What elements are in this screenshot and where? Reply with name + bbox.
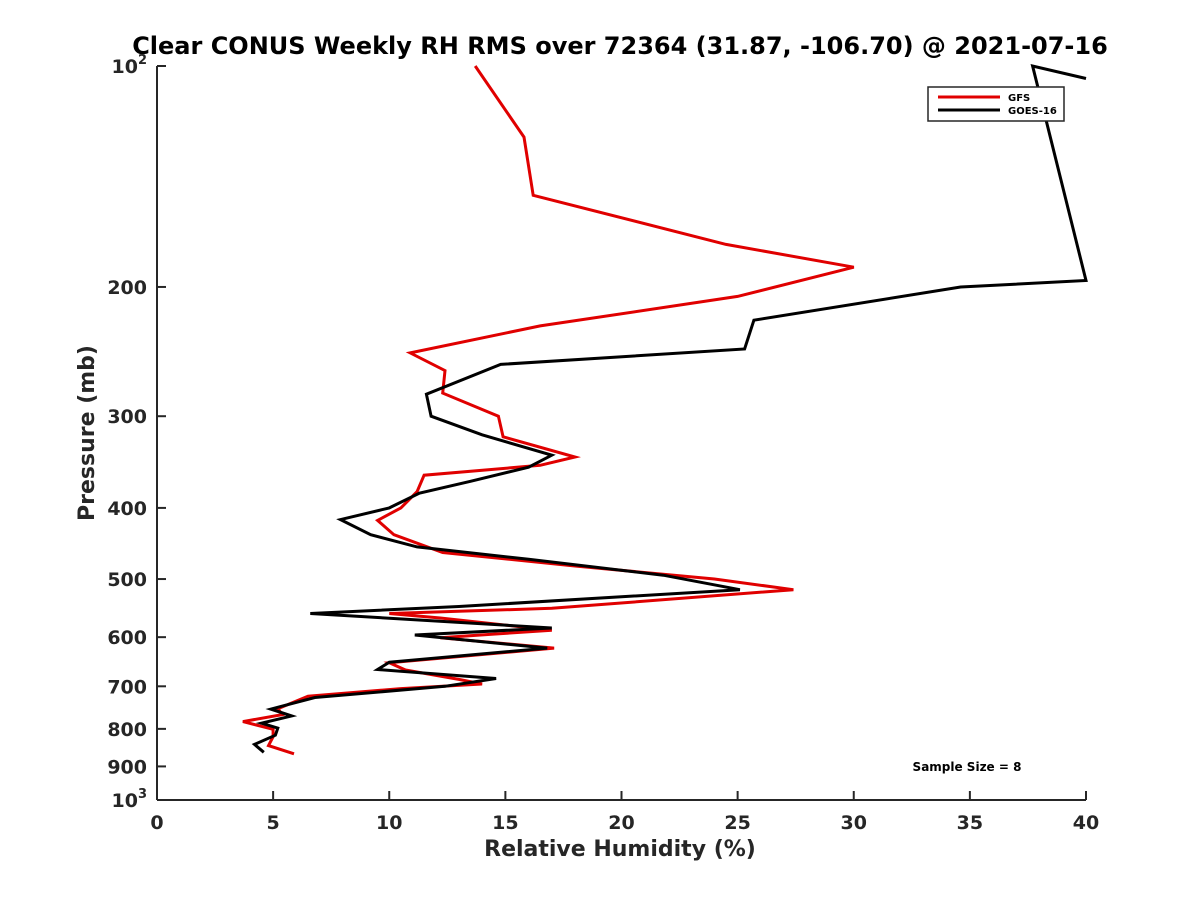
x-tick-label: 25 (724, 812, 750, 834)
y-tick-label: 300 (107, 406, 147, 428)
series-lines (242, 63, 1088, 756)
y-tick-label: 102 (112, 53, 148, 78)
x-tick-label: 20 (608, 812, 634, 834)
series-line-goes-16 (251, 63, 1088, 754)
y-tick-label: 200 (107, 277, 147, 299)
x-tick-label: 15 (492, 812, 518, 834)
y-tick-label: 700 (107, 676, 147, 698)
legend-entry-label: GFS (1008, 93, 1030, 104)
y-tick-label: 800 (107, 719, 147, 741)
y-tick-label: 500 (107, 569, 147, 591)
chart-title: Clear CONUS Weekly RH RMS over 72364 (31… (132, 32, 1108, 60)
axes: 0 5 10 15 20 25 30 35 40 102 200 300 400 500 600 700 800… (107, 53, 1099, 834)
y-tick-label: 600 (107, 627, 147, 649)
x-tick-label: 30 (841, 812, 867, 834)
y-tick-label: 103 (112, 787, 148, 812)
legend-entry-label: GOES-16 (1008, 106, 1057, 117)
x-tick-label: 10 (376, 812, 402, 834)
legend-box (927, 86, 1065, 122)
y-tick-label: 400 (107, 498, 147, 520)
x-tick-label: 5 (267, 812, 280, 834)
legend: GFS GOES-16 (927, 86, 1065, 122)
y-axis-label: Pressure (mb) (75, 345, 100, 521)
sample-size-annotation: Sample Size = 8 (913, 760, 1022, 774)
x-axis-label: Relative Humidity (%) (484, 837, 756, 862)
x-tick-label: 35 (957, 812, 983, 834)
y-tick-label: 900 (107, 756, 147, 778)
x-tick-label: 0 (150, 812, 163, 834)
x-tick-label: 40 (1073, 812, 1099, 834)
